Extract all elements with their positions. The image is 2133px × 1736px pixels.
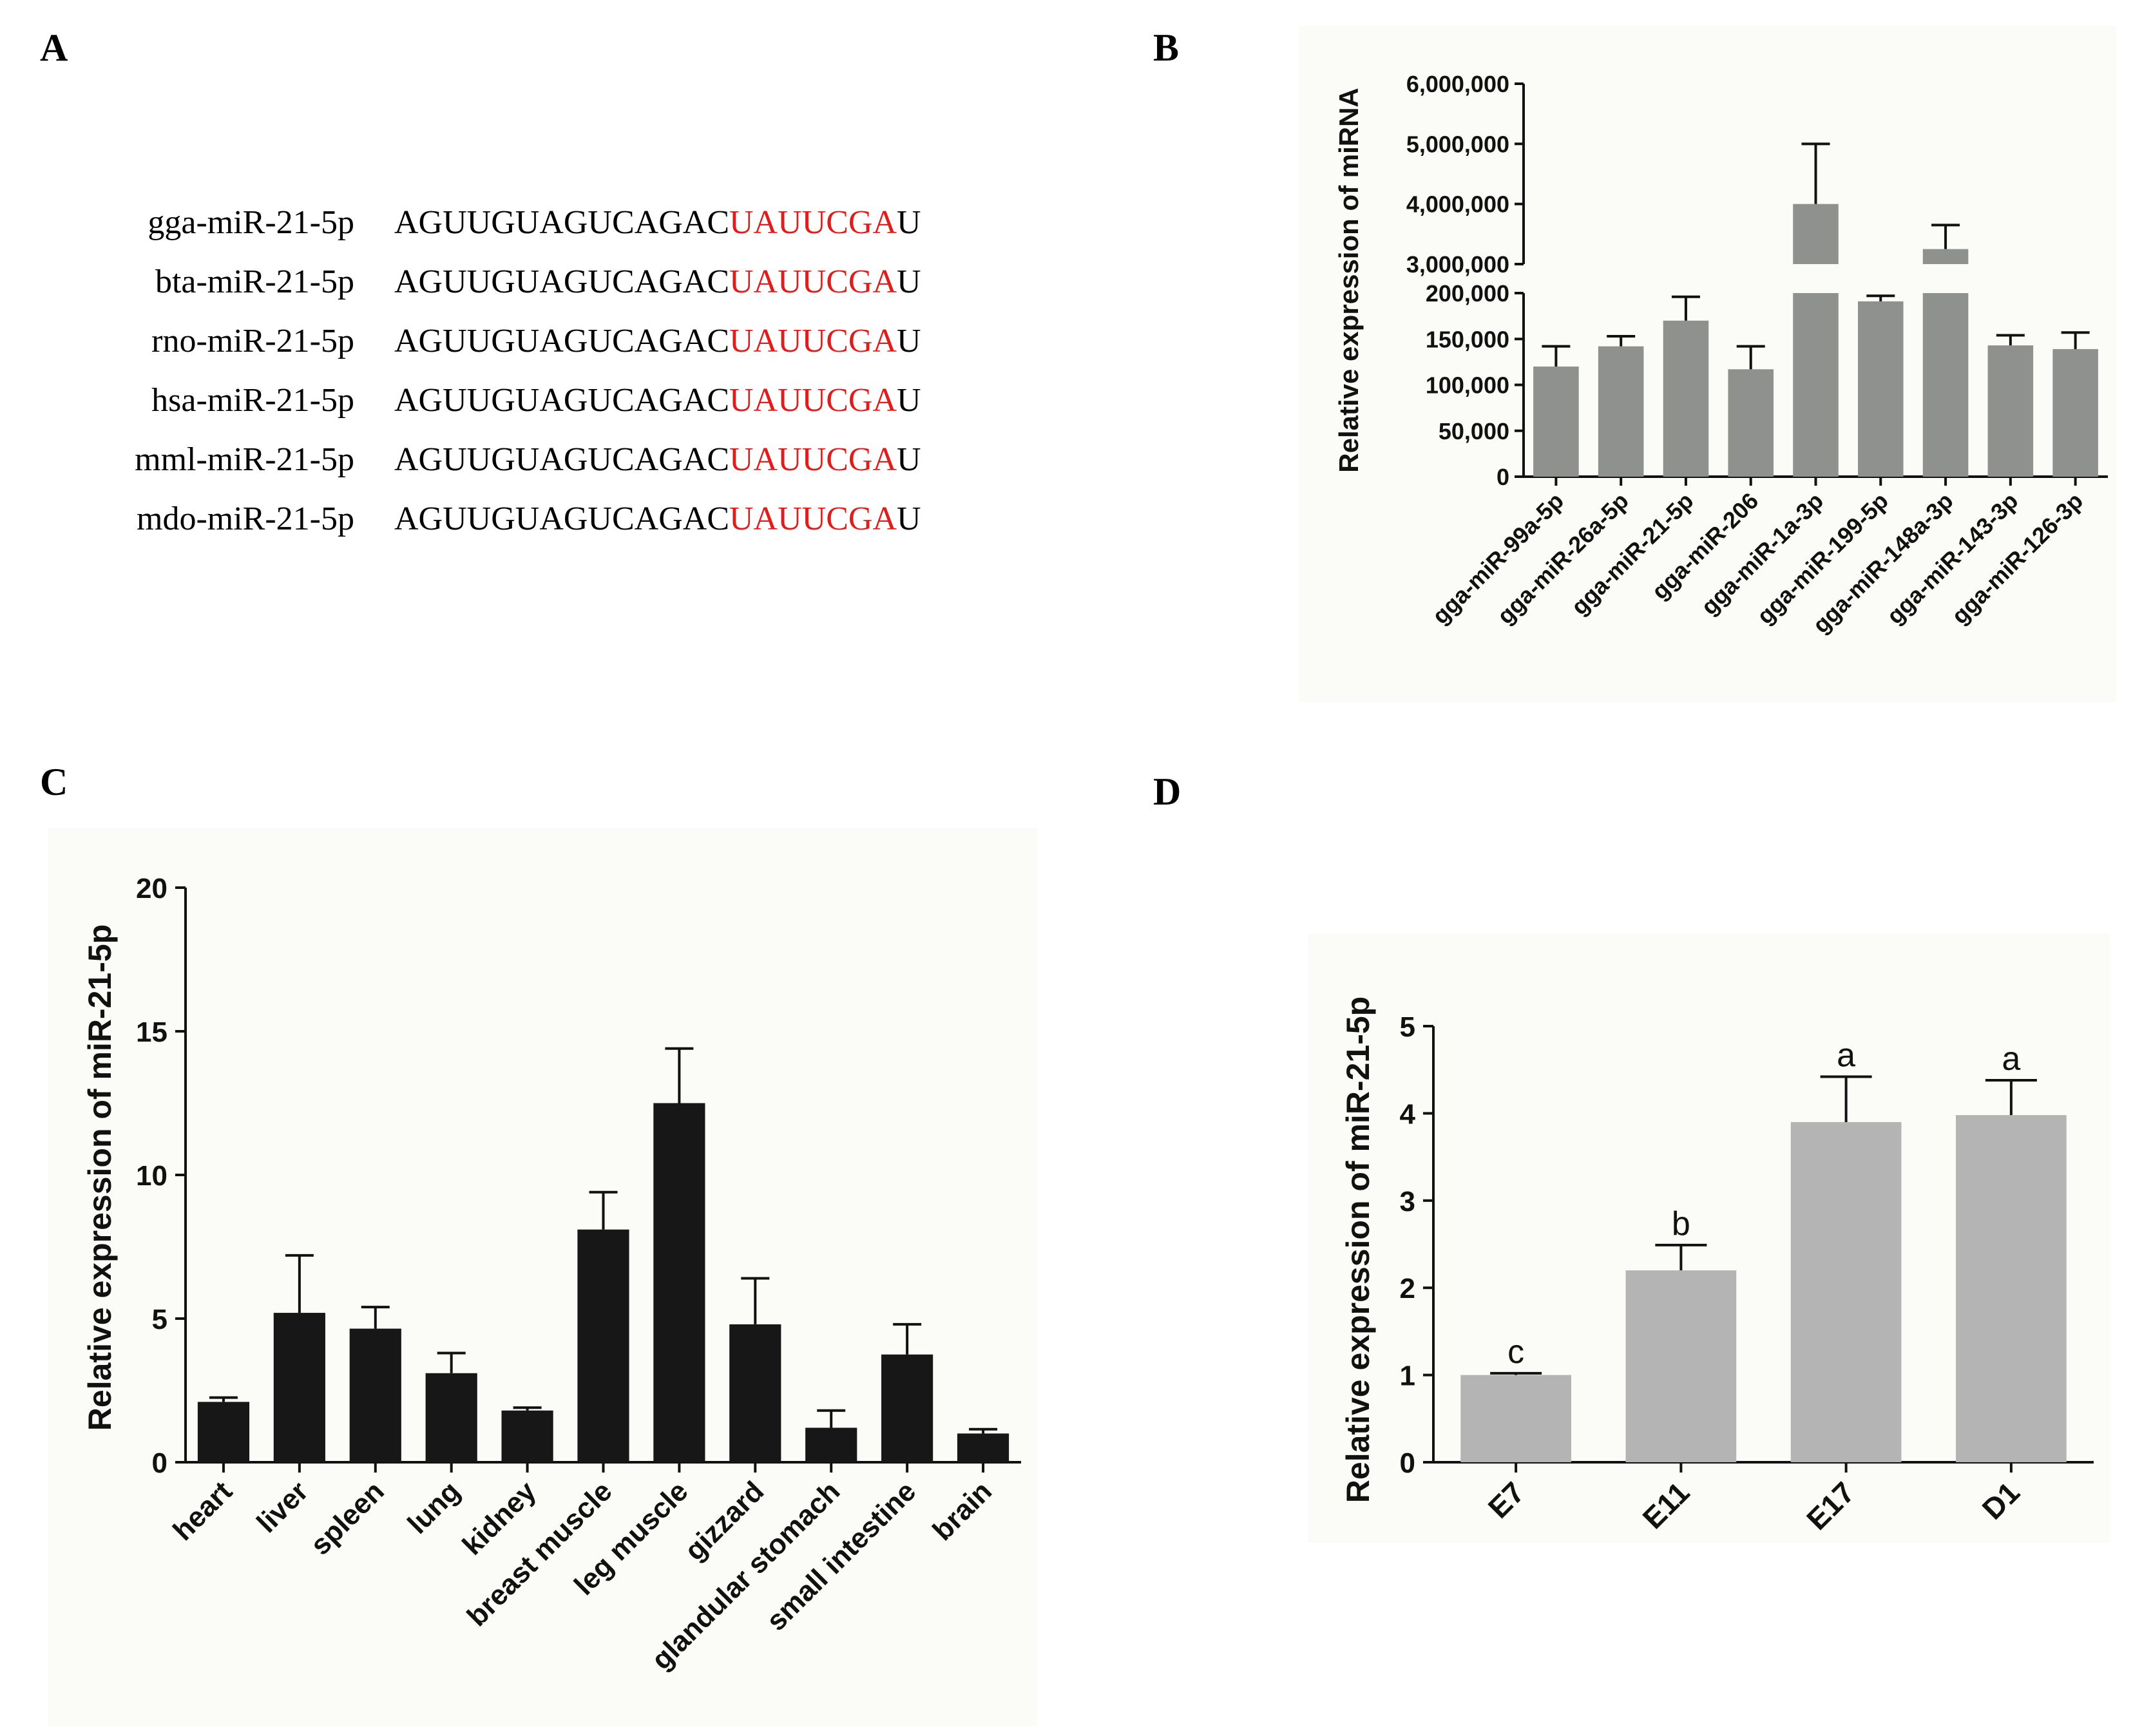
b-bar-upper [1793, 204, 1839, 264]
panel-label-b: B [1153, 26, 1180, 69]
sequence-prefix: AGUUGUAGUCAGAC [394, 382, 729, 419]
b-tick-label: 0 [1497, 464, 1509, 490]
b-bar [1793, 293, 1839, 477]
d-tick-label: 1 [1400, 1360, 1415, 1392]
b-tick-label: 3,000,000 [1406, 251, 1509, 278]
seed-region: UAUUCGA [729, 263, 897, 300]
sequence-suffix: U [897, 382, 921, 419]
sequence-row: hsa-miR-21-5p AGUUGUAGUCAGACUAUUCGAU [97, 371, 921, 430]
sequence-alignment: gga-miR-21-5p AGUUGUAGUCAGACUAUUCGAU bta-m… [97, 193, 921, 549]
sequence-prefix: AGUUGUAGUCAGAC [394, 441, 729, 478]
b-bar [1922, 293, 1969, 477]
c-bar [881, 1354, 933, 1462]
c-bar [957, 1433, 1009, 1462]
d-y-axis-label: Relative expression of miR-21-5p [1340, 997, 1376, 1503]
c-bar [425, 1373, 477, 1462]
b-tick-label: 200,000 [1426, 280, 1509, 307]
c-bar [349, 1328, 401, 1462]
sequence-suffix: U [897, 323, 921, 359]
c-bar [273, 1313, 325, 1462]
d-tick-label: 0 [1400, 1447, 1415, 1479]
sequence-row: mdo-miR-21-5p AGUUGUAGUCAGACUAUUCGAU [97, 490, 921, 549]
sequence-row: gga-miR-21-5p AGUUGUAGUCAGACUAUUCGAU [97, 193, 921, 253]
panel-label-d: D [1153, 770, 1181, 813]
sequence-prefix: AGUUGUAGUCAGAC [394, 323, 729, 359]
c-bar [577, 1229, 629, 1462]
sequence-suffix: U [897, 263, 921, 300]
d-significance-letter: c [1507, 1333, 1524, 1371]
sequence-suffix: U [897, 501, 921, 537]
sequence-text: AGUUGUAGUCAGACUAUUCGAU [394, 253, 921, 312]
sequence-row: rno-miR-21-5p AGUUGUAGUCAGACUAUUCGAU [97, 312, 921, 371]
sequence-text: AGUUGUAGUCAGACUAUUCGAU [394, 490, 921, 549]
d-tick-label: 5 [1400, 1011, 1415, 1043]
d-bar [1790, 1121, 1902, 1462]
sequence-row: bta-miR-21-5p AGUUGUAGUCAGACUAUUCGAU [97, 253, 921, 312]
b-bar [2052, 348, 2098, 477]
b-bar [1663, 320, 1709, 477]
sequence-row: mml-miR-21-5p AGUUGUAGUCAGACUAUUCGAU [97, 430, 921, 490]
sequence-prefix: AGUUGUAGUCAGAC [394, 263, 729, 300]
d-significance-letter: b [1672, 1205, 1690, 1243]
b-bar [1533, 367, 1579, 477]
panel-c-background [48, 828, 1037, 1726]
b-bar-upper [1922, 249, 1969, 264]
sequence-name: bta-miR-21-5p [155, 263, 354, 300]
seed-region: UAUUCGA [729, 382, 897, 419]
b-bar [1987, 345, 2034, 477]
sequence-name: rno-miR-21-5p [151, 323, 354, 359]
c-tick-label: 20 [136, 873, 167, 904]
b-bar [1728, 369, 1774, 477]
d-tick-label: 3 [1400, 1186, 1415, 1217]
sequence-name: mdo-miR-21-5p [137, 501, 354, 537]
c-bar [805, 1427, 857, 1462]
sequence-text: AGUUGUAGUCAGACUAUUCGAU [394, 312, 921, 371]
c-tick-label: 5 [152, 1304, 167, 1335]
b-bar [1858, 301, 1904, 477]
d-significance-letter: a [2002, 1040, 2020, 1078]
sequence-prefix: AGUUGUAGUCAGAC [394, 204, 729, 241]
sequence-suffix: U [897, 204, 921, 241]
d-tick-label: 2 [1400, 1273, 1415, 1304]
b-tick-label: 100,000 [1426, 372, 1509, 399]
seed-region: UAUUCGA [729, 441, 897, 478]
d-significance-letter: a [1837, 1037, 1855, 1074]
b-bar [1598, 346, 1644, 477]
sequence-text: AGUUGUAGUCAGACUAUUCGAU [394, 430, 921, 490]
b-tick-label: 5,000,000 [1406, 131, 1509, 157]
c-bar [501, 1410, 553, 1462]
b-tick-label: 150,000 [1426, 326, 1509, 352]
panel-label-c: C [40, 761, 68, 803]
b-tick-label: 50,000 [1439, 418, 1509, 444]
sequence-name: mml-miR-21-5p [135, 441, 354, 478]
sequence-name: hsa-miR-21-5p [151, 382, 354, 419]
c-tick-label: 0 [152, 1447, 167, 1479]
seed-region: UAUUCGA [729, 323, 897, 359]
d-bar [1956, 1115, 2067, 1462]
panel-label-a: A [40, 26, 68, 69]
c-bar [729, 1324, 781, 1462]
d-tick-label: 4 [1400, 1098, 1416, 1130]
sequence-suffix: U [897, 441, 921, 478]
sequence-text: AGUUGUAGUCAGACUAUUCGAU [394, 371, 921, 430]
d-bar [1625, 1270, 1737, 1462]
c-bar [653, 1103, 705, 1462]
seed-region: UAUUCGA [729, 501, 897, 537]
c-y-axis-label: Relative expression of miR-21-5p [82, 924, 118, 1431]
b-tick-label: 6,000,000 [1406, 71, 1509, 97]
sequence-prefix: AGUUGUAGUCAGAC [394, 501, 729, 537]
sequence-text: AGUUGUAGUCAGACUAUUCGAU [394, 193, 921, 253]
b-y-axis-label: Relative expression of miRNA [1334, 88, 1364, 473]
sequence-name: gga-miR-21-5p [148, 204, 354, 241]
c-tick-label: 15 [136, 1016, 167, 1048]
c-tick-label: 10 [136, 1160, 167, 1192]
seed-region: UAUUCGA [729, 204, 897, 241]
d-bar [1460, 1375, 1571, 1462]
b-tick-label: 4,000,000 [1406, 191, 1509, 218]
c-bar [197, 1402, 250, 1462]
